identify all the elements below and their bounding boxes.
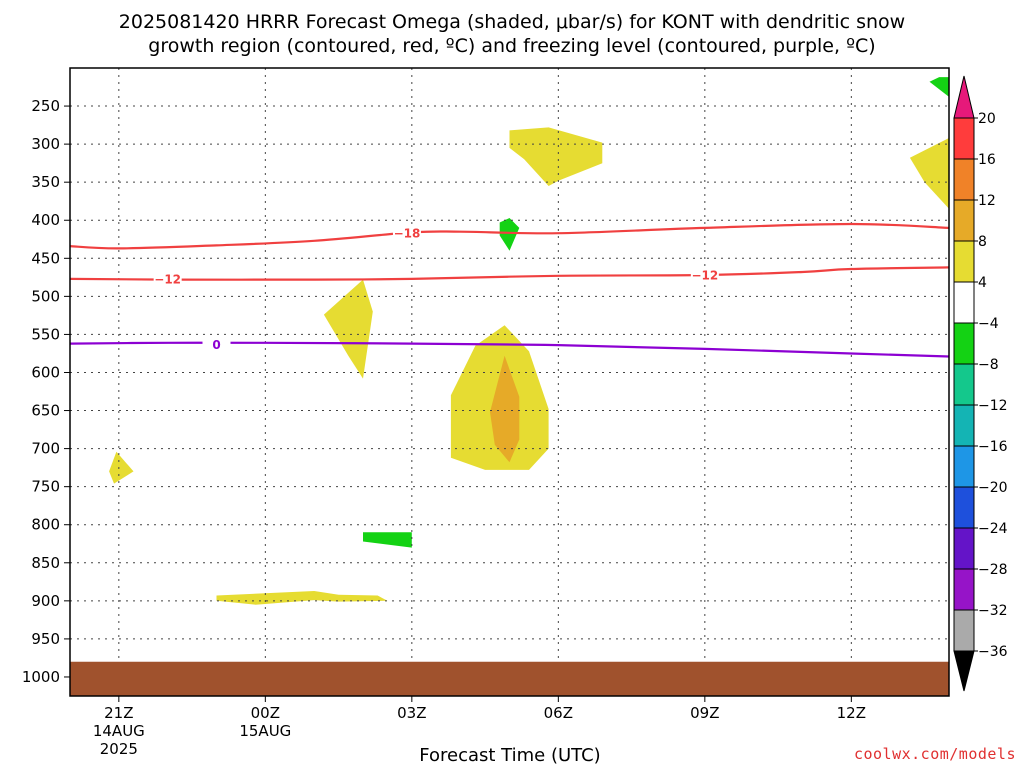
colorbar-segment-7	[953, 404, 975, 447]
shaded-region-yellow-upper	[509, 127, 603, 186]
colorbar-label-10: −24	[978, 521, 1008, 537]
x-tick-label-09Z: 09Z	[690, 704, 719, 722]
contour-label-bg-dendritic-lower-0	[153, 271, 182, 285]
colorbar-label-7: −12	[978, 398, 1008, 414]
x-tick-label-21Z: 21Z	[104, 704, 133, 722]
colorbar-segment-6	[953, 363, 975, 406]
x-tick-sublabel1-21Z: 14AUG	[93, 722, 145, 740]
colorbar-segment-0	[953, 117, 975, 160]
y-tick-label-950: 950	[31, 630, 60, 648]
colorbar-segment-10	[953, 527, 975, 570]
credit-link[interactable]: coolwx.com/models	[853, 745, 1016, 763]
y-tick-label-250: 250	[31, 97, 60, 115]
y-tick-label-500: 500	[31, 287, 60, 305]
y-tick-label-550: 550	[31, 325, 60, 343]
contour-label-freezing-level-0: 0	[212, 338, 220, 352]
colorbar-label-1: 16	[978, 152, 996, 168]
y-tick-label-350: 350	[31, 173, 60, 191]
colorbar-label-4: 4	[978, 275, 987, 291]
colorbar-segment-9	[953, 486, 975, 529]
colorbar-bottom-arrow	[953, 650, 975, 692]
shaded-region-green-400	[499, 218, 520, 251]
x-tick-label-12Z: 12Z	[837, 704, 866, 722]
y-tick-label-450: 450	[31, 249, 60, 267]
colorbar-label-0: 20	[978, 111, 996, 127]
contour-label-dendritic-lower-1: −12	[691, 269, 718, 283]
colorbar-label-8: −16	[978, 439, 1008, 455]
colorbar-segment-11	[953, 568, 975, 611]
shaded-region-yellow-right-edge	[909, 138, 949, 209]
x-axis-label: Forecast Time (UTC)	[419, 745, 601, 766]
colorbar-label-13: −36	[978, 644, 1008, 660]
y-tick-label-400: 400	[31, 211, 60, 229]
y-tick-label-850: 850	[31, 554, 60, 572]
contour-label-bg-freezing-level-0	[202, 337, 231, 351]
y-tick-label-650: 650	[31, 402, 60, 420]
y-tick-label-600: 600	[31, 363, 60, 381]
colorbar-segment-5	[953, 322, 975, 365]
contour-label-dendritic-lower-0: −12	[154, 272, 181, 286]
shaded-region-yellow-750	[109, 451, 134, 484]
x-tick-sublabel2-21Z: 2025	[100, 740, 138, 758]
shaded-region-orange-core	[490, 355, 520, 463]
colorbar-label-3: 8	[978, 234, 987, 250]
x-tick-label-00Z: 00Z	[251, 704, 280, 722]
colorbar-segment-2	[953, 199, 975, 242]
colorbar-label-12: −32	[978, 603, 1008, 619]
chart-title-line1: 2025081420 HRRR Forecast Omega (shaded, …	[118, 11, 906, 33]
contour-label-dendritic-upper-0: −18	[394, 227, 421, 241]
contour-freezing-level	[69, 341, 950, 358]
surface-band	[70, 661, 949, 696]
shaded-region-yellow-mid-left	[323, 279, 373, 379]
y-tick-label-700: 700	[31, 440, 60, 458]
colorbar-label-11: −28	[978, 562, 1008, 578]
shaded-region-yellow-900	[216, 591, 388, 605]
colorbar-label-5: −4	[978, 316, 999, 332]
x-tick-label-06Z: 06Z	[544, 704, 573, 722]
x-tick-sublabel1-00Z: 15AUG	[239, 722, 291, 740]
contour-label-bg-dendritic-lower-1	[690, 268, 719, 282]
y-tick-label-1000: 1000	[22, 668, 60, 686]
colorbar-label-6: −8	[978, 357, 999, 373]
colorbar-label-9: −20	[978, 480, 1008, 496]
colorbar-segment-3	[953, 240, 975, 283]
colorbar-segment-4	[953, 281, 975, 324]
x-tick-label-03Z: 03Z	[397, 704, 426, 722]
shaded-region-green-815	[363, 532, 412, 548]
y-tick-label-750: 750	[31, 478, 60, 496]
colorbar-segment-1	[953, 158, 975, 201]
y-tick-label-300: 300	[31, 135, 60, 153]
colorbar-segment-8	[953, 445, 975, 488]
contour-label-bg-dendritic-upper-0	[392, 226, 421, 240]
y-tick-label-800: 800	[31, 516, 60, 534]
colorbar-top-arrow	[953, 75, 975, 119]
contour-dendritic-upper	[69, 222, 950, 250]
chart-title-line2: growth region (contoured, red, ºC) and f…	[148, 35, 876, 57]
shaded-region-green-top-right	[929, 77, 949, 97]
contour-dendritic-lower	[69, 266, 950, 281]
plot-frame	[69, 67, 950, 697]
colorbar-label-2: 12	[978, 193, 996, 209]
colorbar-segment-12	[953, 609, 975, 652]
y-tick-label-900: 900	[31, 592, 60, 610]
